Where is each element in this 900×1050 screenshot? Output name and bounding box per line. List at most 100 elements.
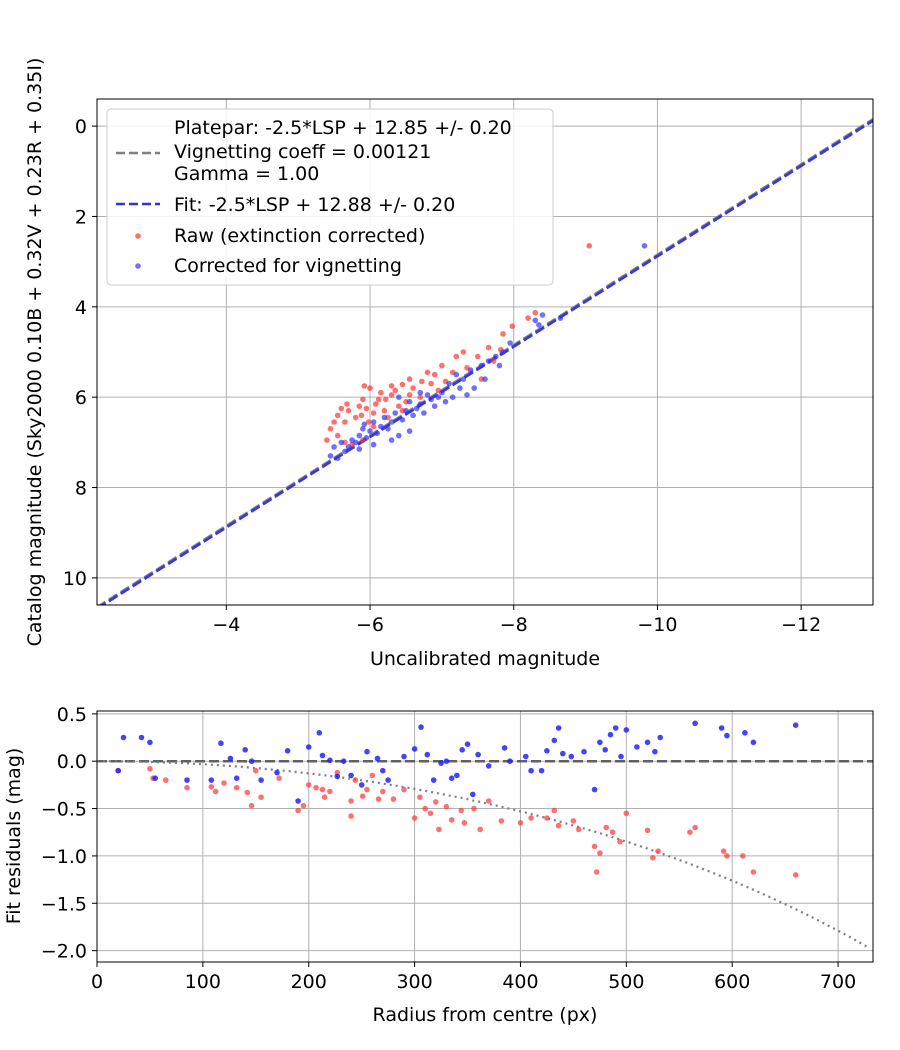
top-ticks: −4 −6 −8 −10 −12 0 2 4 6 8 10 [63, 116, 821, 636]
raw-point [396, 403, 402, 410]
residual-corrected-point [327, 757, 333, 764]
top-lines [97, 118, 873, 605]
corrected-point [406, 398, 413, 405]
raw-point [475, 353, 481, 360]
residual-raw-point [208, 784, 215, 790]
legend-vignetting-label: Vignetting coeff = 0.00121 [174, 141, 431, 163]
residual-raw-point [221, 780, 227, 786]
residual-raw-point [740, 853, 746, 859]
residual-corrected-point [316, 730, 323, 736]
corrected-point [388, 437, 395, 443]
corrected-point [360, 426, 366, 432]
corrected-point [370, 441, 377, 448]
top-y-tick-label: 0 [75, 116, 87, 138]
residual-corrected-point [724, 732, 730, 739]
residual-corrected-point [792, 722, 799, 728]
residual-raw-point [609, 829, 616, 835]
residual-raw-point [411, 815, 418, 821]
raw-point [378, 389, 384, 396]
fit-line [100, 119, 873, 605]
residual-corrected-point [644, 739, 651, 746]
bottom-x-tick-label: 300 [396, 971, 432, 993]
residual-corrected-point [538, 767, 545, 774]
residual-corrected-point [258, 777, 264, 783]
residual-corrected-point [607, 731, 614, 738]
raw-point [460, 349, 467, 355]
residual-corrected-point [430, 777, 437, 783]
residual-corrected-point [424, 751, 431, 758]
residual-corrected-point [248, 758, 255, 764]
raw-point [358, 412, 365, 419]
residual-corrected-point [438, 760, 444, 766]
residual-corrected-point [218, 740, 224, 746]
residual-raw-point [498, 818, 505, 824]
residual-raw-point [617, 838, 623, 845]
bottom-y-axis-label: Fit residuals (mag) [3, 748, 25, 925]
corrected-point [410, 412, 416, 419]
residual-corrected-point [358, 782, 365, 788]
residual-raw-point [443, 803, 450, 810]
raw-point [525, 315, 531, 321]
raw-point [345, 407, 352, 414]
bottom-chart: 0 100 200 300 400 500 600 700 0.5 0.0 −0.5 −1.0 −1.5… [3, 704, 874, 1026]
corrected-point [453, 371, 460, 378]
residual-raw-point [417, 794, 423, 800]
bottom-x-axis-label: Radius from centre (px) [373, 1004, 598, 1026]
raw-point [338, 405, 345, 412]
corrected-point [356, 432, 363, 439]
residual-corrected-point [385, 777, 391, 783]
residual-corrected-point [528, 767, 534, 774]
residual-raw-point [650, 855, 656, 861]
residual-raw-point [461, 820, 468, 826]
corrected-point [413, 405, 420, 412]
corrected-point [482, 376, 488, 382]
bottom-x-tick-label: 100 [185, 971, 221, 993]
raw-point [388, 383, 395, 389]
residual-raw-point [233, 784, 240, 791]
residual-raw-point [348, 813, 354, 819]
residual-raw-point [359, 793, 366, 799]
residual-corrected-point [138, 734, 145, 741]
residual-raw-point [692, 824, 698, 831]
legend-gamma-label: Gamma = 1.00 [174, 163, 319, 185]
raw-point [509, 323, 516, 330]
residual-raw-point [380, 788, 386, 795]
raw-point [344, 401, 350, 407]
residual-corrected-point [115, 767, 121, 774]
corrected-point [460, 376, 467, 382]
raw-point [388, 392, 395, 398]
corrected-point [331, 444, 337, 450]
residual-corrected-point [742, 730, 748, 736]
corrected-point [424, 392, 431, 398]
top-x-tick-label: −8 [500, 614, 528, 636]
top-y-tick-label: 6 [75, 387, 87, 409]
corrected-point [439, 389, 445, 396]
residual-raw-point [792, 872, 799, 878]
corrected-point [342, 448, 348, 455]
residual-raw-point [575, 826, 582, 833]
residual-raw-point [458, 807, 465, 814]
residual-corrected-point [692, 720, 698, 727]
residual-corrected-point [560, 750, 566, 757]
vignetting-model-curve [97, 760, 871, 950]
corrected-point [334, 455, 341, 462]
bottom-lines [97, 759, 873, 950]
bottom-x-tick-label: 500 [608, 971, 644, 993]
top-x-tick-label: −10 [637, 614, 677, 636]
bottom-y-tick-label: −1.0 [41, 846, 87, 868]
residual-raw-point [593, 869, 600, 875]
residual-corrected-point [152, 775, 158, 781]
bottom-plot-area [97, 711, 873, 962]
residual-raw-point [375, 796, 382, 802]
corrected-point [327, 453, 334, 459]
residual-corrected-point [334, 773, 341, 780]
raw-point [365, 419, 372, 425]
raw-point [419, 378, 425, 385]
residual-corrected-point [581, 748, 587, 755]
residual-corrected-point [401, 753, 407, 760]
raw-point [532, 309, 539, 316]
residual-raw-point [544, 815, 550, 821]
residual-corrected-point [459, 747, 466, 753]
bottom-x-tick-label: 700 [820, 971, 856, 993]
raw-point [356, 403, 363, 410]
